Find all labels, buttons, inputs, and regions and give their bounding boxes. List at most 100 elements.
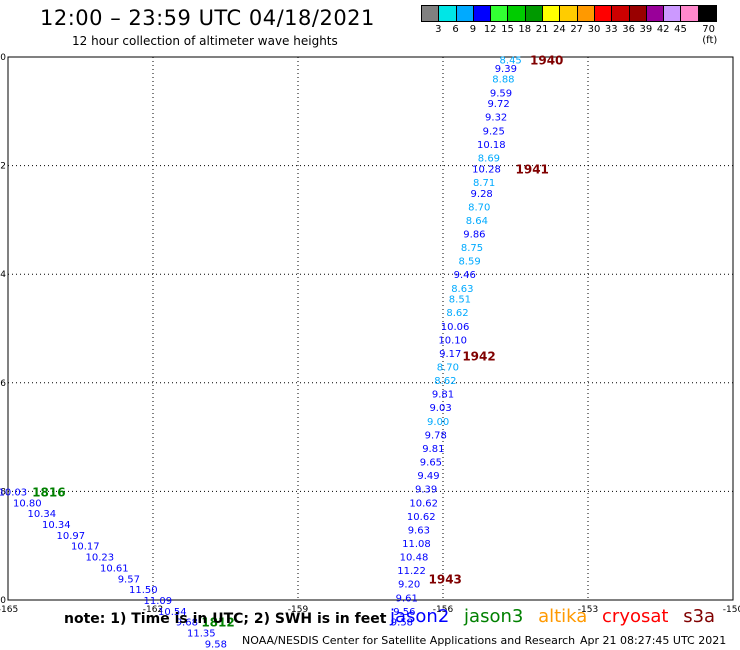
wave-height-label: 8.59 — [458, 257, 480, 268]
wave-height-label: 10.18 — [477, 140, 506, 151]
wave-height-label: 9.20 — [398, 580, 420, 591]
wave-height-label: 10.28 — [472, 164, 501, 175]
lat-tick-label: -52 — [0, 162, 6, 172]
map-grid — [7, 56, 734, 601]
legend-label: 21 — [535, 24, 549, 35]
wave-height-label: 10.34 — [28, 509, 57, 520]
wave-height-label: 10.34 — [42, 520, 71, 531]
wave-height-label: 9.58 — [205, 639, 227, 650]
footer-note: note: 1) Time is in UTC; 2) SWH is in fe… — [64, 611, 387, 627]
wave-height-label: 9.63 — [408, 525, 430, 536]
wave-height-label: 11.08 — [402, 539, 431, 550]
legend-swatch — [422, 6, 440, 21]
legend-swatch — [612, 6, 630, 21]
lon-tick-label: -159 — [288, 605, 309, 615]
wave-height-label: 9.32 — [485, 113, 507, 124]
wave-height-label: 9.78 — [425, 430, 447, 441]
lon-tick-label: -156 — [433, 605, 454, 615]
time-label: 1940 — [530, 54, 563, 68]
legend-label: 33 — [604, 24, 618, 35]
legend-swatch — [439, 6, 457, 21]
wave-height-label: 9.57 — [118, 574, 140, 585]
legend-swatch — [491, 6, 509, 21]
lon-tick-label: -150 — [723, 605, 740, 615]
legend-label: 6 — [452, 24, 459, 35]
legend-label: 70 (ft) — [702, 24, 718, 46]
time-label: 1942 — [462, 350, 495, 364]
legend-labels: 3 6 9 12 15 18 21 24 27 30 33 36 39 42 45 70 (ft) — [421, 22, 717, 46]
wave-height-label: 9.03 — [429, 403, 451, 414]
page-title: 12:00 – 23:59 UTC 04/18/2021 — [40, 6, 375, 30]
wave-height-label: 8.64 — [466, 216, 488, 227]
satellite-s3a: s3a — [683, 606, 716, 627]
lat-tick-label: -58 — [0, 487, 6, 497]
wave-height-label: 10.62 — [407, 512, 436, 523]
wave-height-label: 10.61 — [100, 563, 129, 574]
time-label: 1941 — [516, 162, 549, 176]
legend-swatch — [456, 6, 474, 21]
wave-height-label: 8.63 — [451, 284, 473, 295]
legend-label: 12 — [483, 24, 497, 35]
wave-height-label: 11.50 — [129, 585, 158, 596]
satellite-jason3: jason3 — [464, 606, 524, 627]
wave-height-label: 8.69 — [478, 153, 500, 164]
map-border — [7, 56, 734, 601]
legend-swatch — [508, 6, 526, 21]
lon-tick-label: -162 — [143, 605, 163, 615]
wave-height-label: 9.28 — [471, 189, 493, 200]
wave-height-label: 9.39 — [415, 485, 437, 496]
wave-height-label: 9.46 — [454, 270, 476, 281]
axis-ticks: -165 -162 -159 -156 -153 -150 -50 -52 -54 -56 -58 -… — [0, 53, 740, 615]
time-label: 1943 — [429, 572, 462, 586]
wave-height-label: 9.81 — [432, 390, 454, 401]
wave-height-points: 8.459.398.889.599.729.329.2510.188.6910.… — [0, 56, 522, 650]
wave-height-label: 8.88 — [492, 75, 514, 86]
lat-tick-label: -50 — [0, 53, 6, 63]
wave-height-label: 9.68 — [176, 618, 198, 629]
wave-height-label: 10.03 — [0, 487, 27, 498]
legend-label: 18 — [518, 24, 532, 35]
wave-height-label: 10.17 — [71, 542, 100, 553]
page-subtitle: 12 hour collection of altimeter wave hei… — [72, 34, 338, 48]
wave-height-label: 9.58 — [391, 618, 413, 629]
wave-height-label: 10.80 — [13, 498, 42, 509]
footer-timestamp: Apr 21 08:27:45 UTC 2021 — [580, 634, 727, 647]
lon-tick-label: -165 — [0, 605, 18, 615]
wave-height-label: 8.62 — [446, 308, 468, 319]
legend-swatch — [646, 6, 665, 21]
wave-height-label: 11.22 — [397, 566, 426, 577]
legend-swatch — [577, 6, 595, 21]
legend-swatch — [473, 6, 492, 21]
time-labels: 1940 1941 1942 1943 1816 1812 — [32, 54, 563, 630]
satellite-legend: jason2 jason3 altika cryosat s3a — [390, 606, 724, 627]
footer-credit: NOAA/NESDIS Center for Satellite Applica… — [242, 634, 576, 647]
wave-height-label: 9.00 — [427, 417, 449, 428]
wave-height-label: 8.70 — [437, 363, 459, 374]
satellite-cryosat: cryosat — [602, 606, 669, 627]
legend-label: 39 — [639, 24, 653, 35]
time-label: 1812 — [201, 616, 234, 630]
legend-swatch — [681, 6, 699, 21]
wave-height-label: 9.25 — [483, 126, 505, 137]
legend-label: 15 — [501, 24, 514, 35]
wave-height-label: 10.62 — [409, 498, 438, 509]
wave-height-label: 9.49 — [417, 471, 439, 482]
wave-height-label: 11.09 — [144, 596, 173, 607]
wave-height-label: 11.35 — [187, 629, 216, 640]
satellite-jason2: jason2 — [390, 606, 450, 627]
wave-height-label: 10.48 — [400, 553, 429, 564]
legend-swatch — [629, 6, 647, 21]
legend-swatches — [421, 5, 718, 22]
wave-height-label: 8.51 — [449, 295, 471, 306]
wave-height-label: 8.45 — [500, 56, 522, 67]
legend-swatch — [560, 6, 578, 21]
legend-label: 30 — [587, 24, 601, 35]
wave-height-label: 9.56 — [393, 607, 415, 618]
wave-height-label: 10.23 — [86, 553, 115, 564]
wave-height-label: 9.86 — [463, 229, 485, 240]
wave-height-label: 9.59 — [490, 88, 512, 99]
legend-label: 9 — [469, 24, 477, 35]
wave-height-label: 8.62 — [434, 376, 456, 387]
color-legend: 3 6 9 12 15 18 21 24 27 30 33 36 39 42 45 70 (ft) — [421, 5, 718, 46]
